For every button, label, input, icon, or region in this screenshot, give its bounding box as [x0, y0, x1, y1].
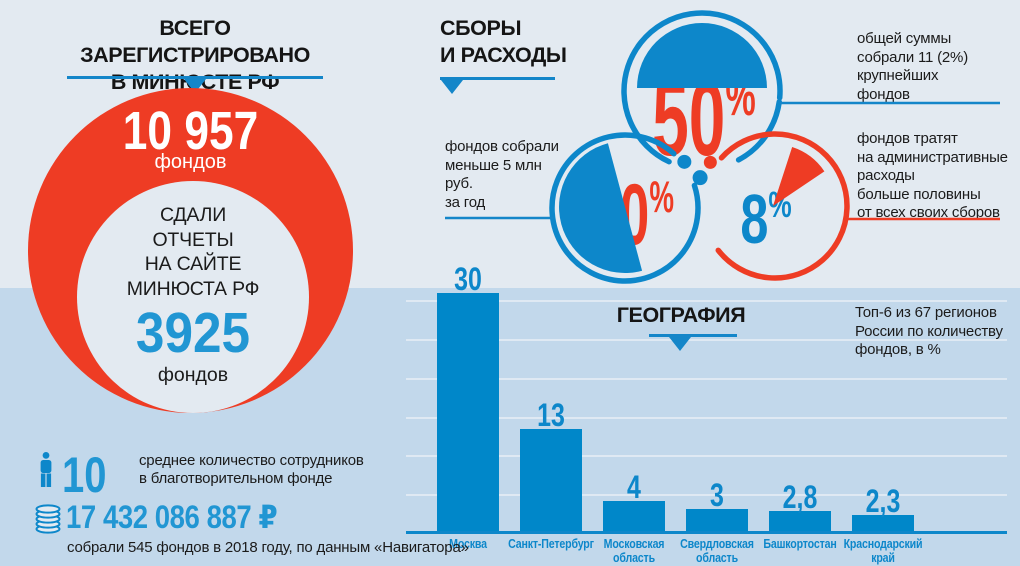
bar-label: Московская область [603, 537, 665, 565]
gridline [406, 300, 1007, 303]
chart-baseline [406, 531, 1007, 534]
geography-title-rule [649, 334, 737, 337]
geography-title-arrow-icon [669, 337, 691, 351]
gridline [406, 494, 1007, 497]
fees-title-line1: СБОРЫ [440, 16, 522, 40]
gridline [406, 455, 1007, 458]
bar-value: 2,8 [782, 479, 818, 515]
geography-note: Топ-6 из 67 регионов России по количеств… [855, 304, 1003, 358]
bar-value: 2,3 [865, 483, 901, 519]
bar-value: 13 [537, 397, 565, 433]
fees-title: СБОРЫ И РАСХОДЫ [440, 15, 640, 69]
gridline [406, 416, 1007, 419]
bar-value: 3 [710, 477, 724, 513]
registered-title-rule [67, 76, 323, 79]
amount-note: собрали 545 фондов в 2018 году, по данны… [67, 539, 469, 556]
percent-sign: % [649, 172, 674, 222]
bar-Свердловская область [686, 509, 748, 533]
bar-Московская область [603, 501, 665, 533]
bar-Санкт-Петербург [520, 429, 582, 533]
bar-Башкортостан [769, 511, 831, 533]
reported-funds-circle [77, 181, 309, 413]
amount-value: 17 432 086 887 ₽ [66, 499, 278, 535]
bar-label: Москва [449, 537, 487, 551]
donut-left-note: фондов собрали меньше 5 млн руб. за год [445, 138, 559, 211]
bar-label: Башкортостан [763, 537, 837, 551]
bar-Москва [437, 293, 499, 533]
donut-right-note: фондов тратят на административные расход… [857, 130, 1008, 221]
bar-label: Свердловская область [680, 537, 754, 565]
geography-title: ГЕОГРАФИЯ [616, 303, 746, 327]
gridline [406, 377, 1007, 380]
total-funds-value: 10 957 [122, 101, 259, 161]
donut-top-note: общей суммы собрали 11 (2%) крупнейших ф… [857, 30, 968, 103]
employees-value: 10 [62, 447, 107, 503]
employees-note: среднее количество сотрудников в благотв… [139, 452, 364, 487]
total-funds-unit: фондов [154, 151, 227, 173]
donut-right-percent: 8% [694, 184, 838, 254]
fees-title-line2: И РАСХОДЫ [440, 43, 567, 67]
reported-funds-label: СДАЛИ ОТЧЕТЫ НА САЙТЕ МИНЮСТА РФ [126, 204, 260, 300]
fees-title-rule [440, 77, 555, 80]
registered-title-line1: ВСЕГО ЗАРЕГИСТРИРОВАНО [80, 16, 310, 67]
percent-sign: % [768, 183, 792, 225]
donut-left-percent: 50% [570, 172, 694, 258]
donut-top-percent-value: 50 [652, 60, 726, 178]
reported-funds-value: 3925 [135, 301, 251, 365]
bar-value: 30 [454, 261, 482, 297]
gridline [406, 339, 1007, 341]
bar-label: Краснодарский край [843, 537, 923, 565]
fees-title-arrow-icon [441, 80, 463, 94]
donut-top-percent: 50% [642, 66, 766, 172]
bar-label: Санкт-Петербург [508, 537, 594, 551]
bar-Краснодарский край [852, 515, 914, 533]
reported-funds-unit: фондов [157, 364, 229, 386]
donut-right-percent-value: 8 [740, 180, 769, 258]
donut-left-percent-value: 50 [590, 167, 650, 263]
percent-sign: % [725, 65, 756, 128]
bar-value: 4 [627, 469, 641, 505]
